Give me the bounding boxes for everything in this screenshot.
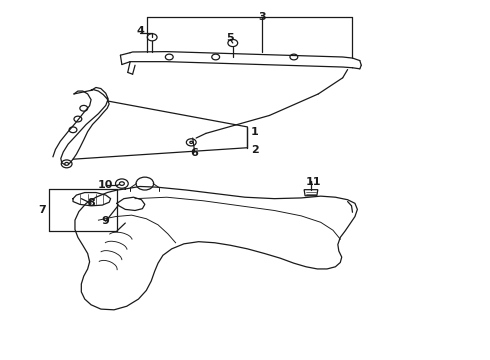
Text: 10: 10 bbox=[98, 180, 113, 190]
Text: 8: 8 bbox=[87, 198, 95, 208]
Text: 9: 9 bbox=[102, 216, 110, 226]
Text: 11: 11 bbox=[306, 177, 321, 187]
Text: 1: 1 bbox=[251, 127, 259, 136]
Circle shape bbox=[190, 141, 193, 143]
Text: 5: 5 bbox=[226, 33, 234, 43]
Text: 3: 3 bbox=[258, 12, 266, 22]
Text: 7: 7 bbox=[38, 206, 46, 216]
Text: 4: 4 bbox=[136, 26, 144, 36]
Circle shape bbox=[120, 182, 124, 185]
Circle shape bbox=[65, 162, 69, 165]
Text: 6: 6 bbox=[190, 148, 197, 158]
Text: 2: 2 bbox=[251, 144, 259, 154]
